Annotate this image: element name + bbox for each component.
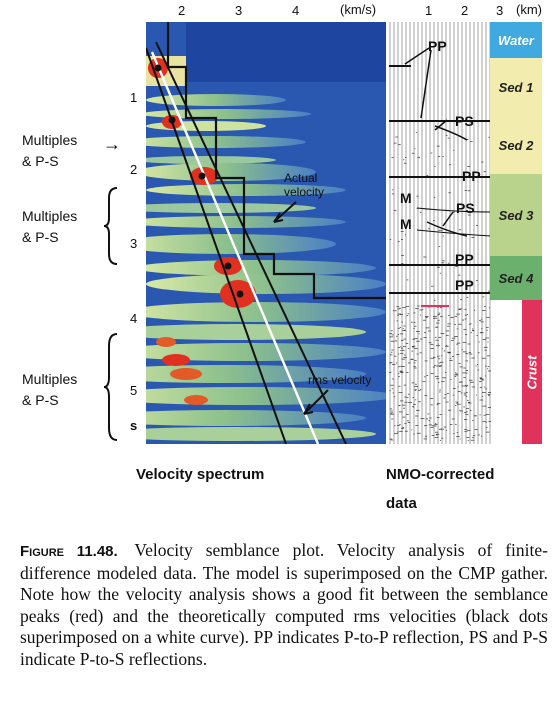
layer-water: Water — [490, 22, 542, 58]
velocity-tick-2: 2 — [178, 3, 186, 18]
layer-crust: Crust — [522, 300, 542, 444]
time-tick-4: 4 — [130, 311, 138, 326]
velocity-spectrum-title: Velocity spectrum — [136, 466, 265, 483]
velocity-bound-right — [155, 41, 347, 444]
distance-tick-3: 3 — [496, 3, 504, 18]
arrowhead-icon — [303, 403, 314, 415]
label-m-1: M — [400, 190, 412, 206]
layer-sed-4: Sed 4 — [490, 256, 542, 300]
rms-velocity-arrow-icon — [303, 389, 329, 415]
brace-icon — [103, 187, 118, 265]
time-unit: s — [130, 418, 138, 433]
seismic-traces — [389, 22, 491, 444]
velocity-unit: (km/s) — [340, 2, 377, 17]
nmo-data-title-line1: NMO-corrected — [386, 466, 495, 483]
rms-velocity-label: rms velocity — [308, 373, 372, 387]
figure: 2 3 4 (km/s) 1 2 3 (km) 1 2 3 4 5 s Mult… — [22, 2, 542, 512]
arrow-right-icon: → — [103, 134, 121, 154]
layer-sed-2: Sed 2 — [490, 116, 542, 174]
label-m-2: M — [400, 216, 412, 232]
side-note-multiples-2: Multiples & P-S — [22, 208, 78, 245]
seismic-noise — [389, 131, 491, 442]
time-tick-3: 3 — [130, 236, 138, 251]
layer-sed-1: Sed 1 — [490, 58, 542, 116]
distance-tick-1: 1 — [425, 3, 433, 18]
rms-velocity-curve — [150, 51, 320, 444]
side-note-multiples-1: Multiples & P-S — [22, 132, 78, 169]
label-ps-2: PS — [456, 200, 475, 216]
velocity-tick-3: 3 — [235, 3, 243, 18]
layer-sed-3: Sed 3 — [490, 174, 542, 256]
rms-velocity-dots — [154, 64, 244, 298]
label-pp-top: PP — [428, 38, 447, 54]
arrowhead-icon — [273, 212, 284, 223]
figure-label: Figure 11.48. — [20, 543, 118, 560]
actual-velocity-step — [166, 22, 386, 300]
figure-caption: Figure 11.48. Velocity semblance plot. V… — [20, 540, 548, 670]
distance-tick-2: 2 — [461, 3, 469, 18]
label-pp-4: PP — [455, 277, 474, 293]
nmo-data-title-line2: data — [386, 495, 417, 512]
distance-unit: (km) — [516, 2, 542, 17]
actual-velocity-arrow-icon — [273, 201, 297, 223]
time-tick-5: 5 — [130, 383, 138, 398]
caption-text: Velocity semblance plot. Velocity analys… — [20, 540, 548, 669]
label-pp-2: PP — [462, 168, 481, 184]
time-tick-1: 1 — [130, 90, 138, 105]
label-ps-1: PS — [455, 113, 474, 129]
time-tick-2: 2 — [130, 162, 138, 177]
label-pp-3: PP — [455, 251, 474, 267]
nmo-gather-plot — [387, 22, 491, 444]
spectrum-upper-dark — [186, 22, 386, 82]
velocity-tick-4: 4 — [292, 3, 300, 18]
gather-arrows — [404, 47, 454, 227]
semblance-bands — [146, 56, 386, 441]
velocity-bound-left — [146, 47, 287, 444]
velocity-spectrum-plot — [146, 22, 386, 444]
actual-velocity-label: Actual velocity — [284, 171, 325, 199]
brace-icon — [103, 333, 118, 441]
side-note-multiples-3: Multiples & P-S — [22, 371, 78, 408]
